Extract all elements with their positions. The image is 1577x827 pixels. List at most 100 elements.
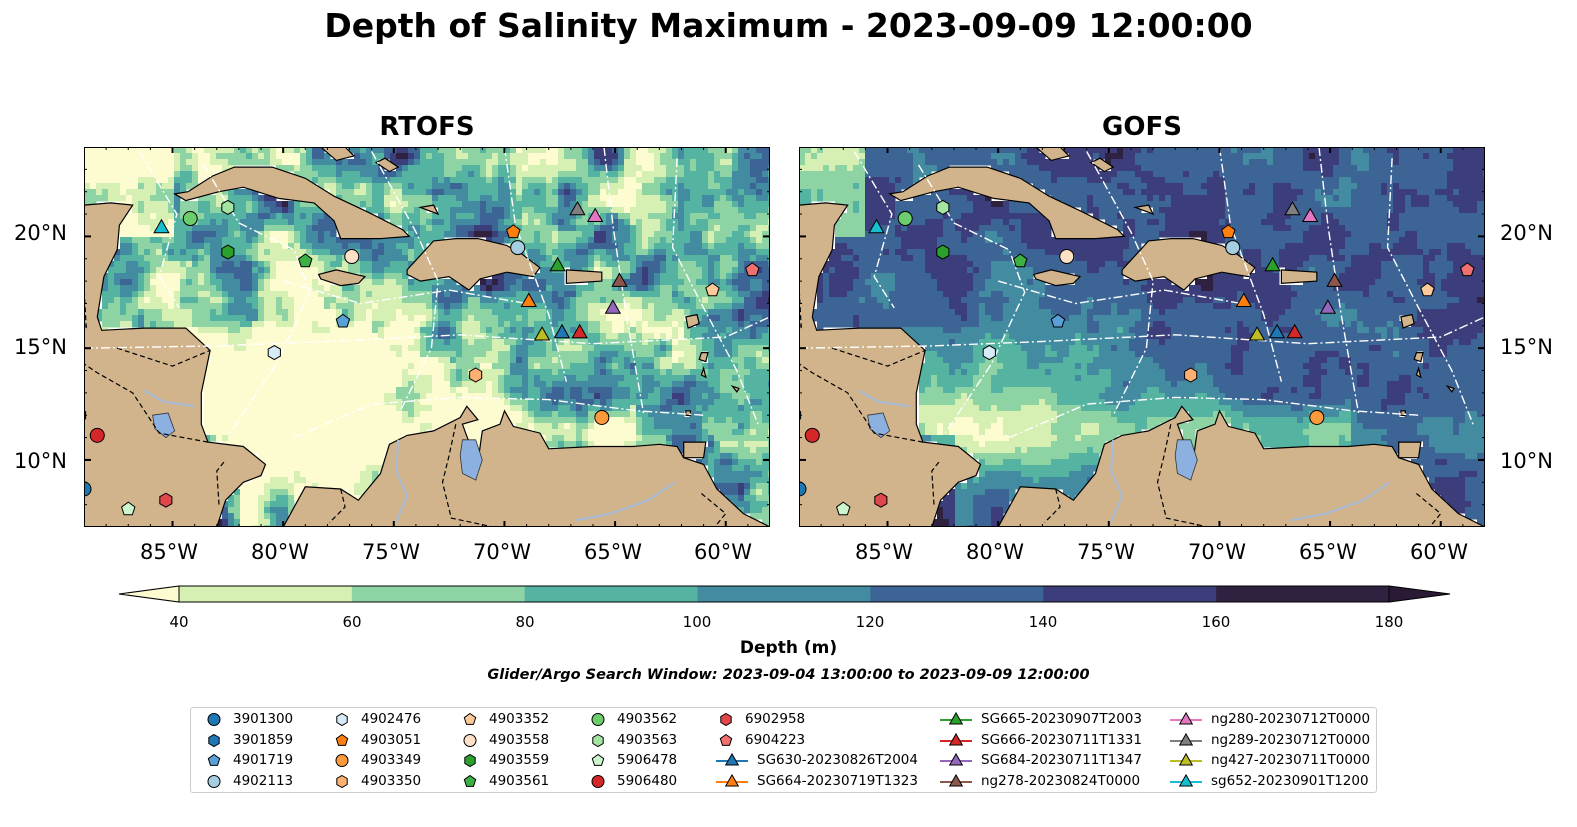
lat-tick: 10°N <box>14 449 67 473</box>
platform-marker <box>1301 207 1319 222</box>
legend-label: ng280-20230712T0000 <box>1211 711 1371 727</box>
legend-item: 5906480 <box>587 772 677 790</box>
legend-item: 6904223 <box>715 731 805 749</box>
circle-icon <box>207 713 221 726</box>
platform-marker <box>897 211 913 227</box>
legend-item: ng278-20230824T0000 <box>939 772 1140 790</box>
legend-label: SG664-20230719T1323 <box>757 772 918 789</box>
colorbar-tick: 160 <box>1201 613 1231 631</box>
circle-icon <box>207 774 221 788</box>
triangle-icon <box>940 711 972 725</box>
legend-item: sg652-20230901T1200 <box>1169 772 1369 790</box>
platform-marker <box>586 207 604 222</box>
border <box>117 347 211 367</box>
platform-marker <box>1319 299 1337 314</box>
triangle-icon <box>1170 732 1202 745</box>
colorbar-segment <box>1043 586 1217 602</box>
platform-marker <box>1460 262 1475 277</box>
legend-item: 4902476 <box>331 710 421 728</box>
eez-line <box>853 151 895 309</box>
eez-line <box>202 164 311 434</box>
platform-marker <box>549 256 566 272</box>
circle-icon <box>591 774 605 788</box>
lat-tick: 10°N <box>1500 449 1553 473</box>
lon-tick: 85°W <box>855 540 913 564</box>
lon-tick: 75°W <box>1077 540 1135 564</box>
colorbar-tick: 180 <box>1374 613 1404 631</box>
eez-line <box>293 396 704 439</box>
legend-label: SG665-20230907T2003 <box>981 711 1142 727</box>
platform-marker <box>1264 256 1281 272</box>
platform-marker <box>1059 249 1075 265</box>
figure-title: Depth of Salinity Maximum - 2023-09-09 1… <box>324 6 1253 45</box>
platform-marker <box>1225 240 1241 256</box>
legend-label: 4903561 <box>489 772 550 789</box>
legend-item: 4902113 <box>203 772 293 790</box>
hexagon-icon <box>464 753 476 768</box>
legend-label: 4903350 <box>361 772 422 789</box>
platform-marker <box>836 501 851 516</box>
border <box>441 424 494 527</box>
lon-tick: 60°W <box>694 540 752 564</box>
land <box>282 405 770 527</box>
platform-marker <box>1050 313 1066 328</box>
legend-item: ng427-20230711T0000 <box>1169 751 1370 769</box>
border <box>832 347 926 367</box>
legend-label: 6902958 <box>745 711 806 727</box>
pentagon-icon <box>719 733 733 746</box>
land <box>685 313 700 329</box>
legend-item: 4903558 <box>459 731 549 749</box>
colorbar-over-arrow <box>1388 585 1451 603</box>
colorbar-segment <box>351 586 526 602</box>
land <box>1445 384 1455 393</box>
platform-marker <box>569 200 586 216</box>
border <box>701 493 727 527</box>
lon-tick: 65°W <box>584 540 642 564</box>
platform-marker <box>159 492 173 508</box>
legend-label: 3901300 <box>233 711 294 727</box>
platform-marker <box>804 427 820 443</box>
legend-label: 6904223 <box>745 731 806 748</box>
eez-line <box>917 164 1026 434</box>
legend-item: 4903051 <box>331 731 421 749</box>
border <box>931 459 942 505</box>
river <box>1109 439 1124 523</box>
land <box>1400 313 1415 329</box>
platform-marker <box>571 323 588 339</box>
colorbar-tick: 120 <box>855 613 885 631</box>
border <box>1416 493 1442 527</box>
eez-line <box>998 280 1242 305</box>
lon-tick: 60°W <box>1410 540 1468 564</box>
eez-line <box>138 151 180 309</box>
legend-item: 4903350 <box>331 772 421 790</box>
river <box>1290 481 1391 522</box>
river <box>143 389 195 408</box>
triangle-icon <box>1170 773 1202 786</box>
lon-tick: 65°W <box>1299 540 1357 564</box>
lon-tick: 70°W <box>1188 540 1246 564</box>
search-window-text: Glider/Argo Search Window: 2023-09-04 13… <box>487 667 1090 683</box>
eez-line <box>503 147 568 382</box>
border <box>216 459 227 505</box>
platform-marker <box>936 244 950 260</box>
platform-marker <box>182 211 198 227</box>
eez-line <box>671 158 760 427</box>
pentagon-icon <box>591 753 605 766</box>
platform-marker <box>604 299 622 314</box>
platform-marker <box>1013 253 1028 268</box>
legend-label: ng278-20230824T0000 <box>981 772 1141 789</box>
platform-marker <box>344 249 360 265</box>
pentagon-icon <box>463 774 477 787</box>
platform-marker <box>221 244 235 260</box>
colorbar-segment <box>870 586 1044 602</box>
legend-item: 4903561 <box>459 772 549 790</box>
eez-line <box>1318 147 1360 416</box>
land <box>374 157 400 173</box>
legend-label: 4903051 <box>361 731 422 748</box>
platform-marker <box>533 326 551 341</box>
colorbar-frame <box>178 585 1390 603</box>
legend-label: SG630-20230826T2004 <box>757 752 918 768</box>
axes-frame <box>84 147 770 527</box>
legend-item: SG666-20230711T1331 <box>939 731 1142 749</box>
lat-tick: 20°N <box>14 221 67 245</box>
